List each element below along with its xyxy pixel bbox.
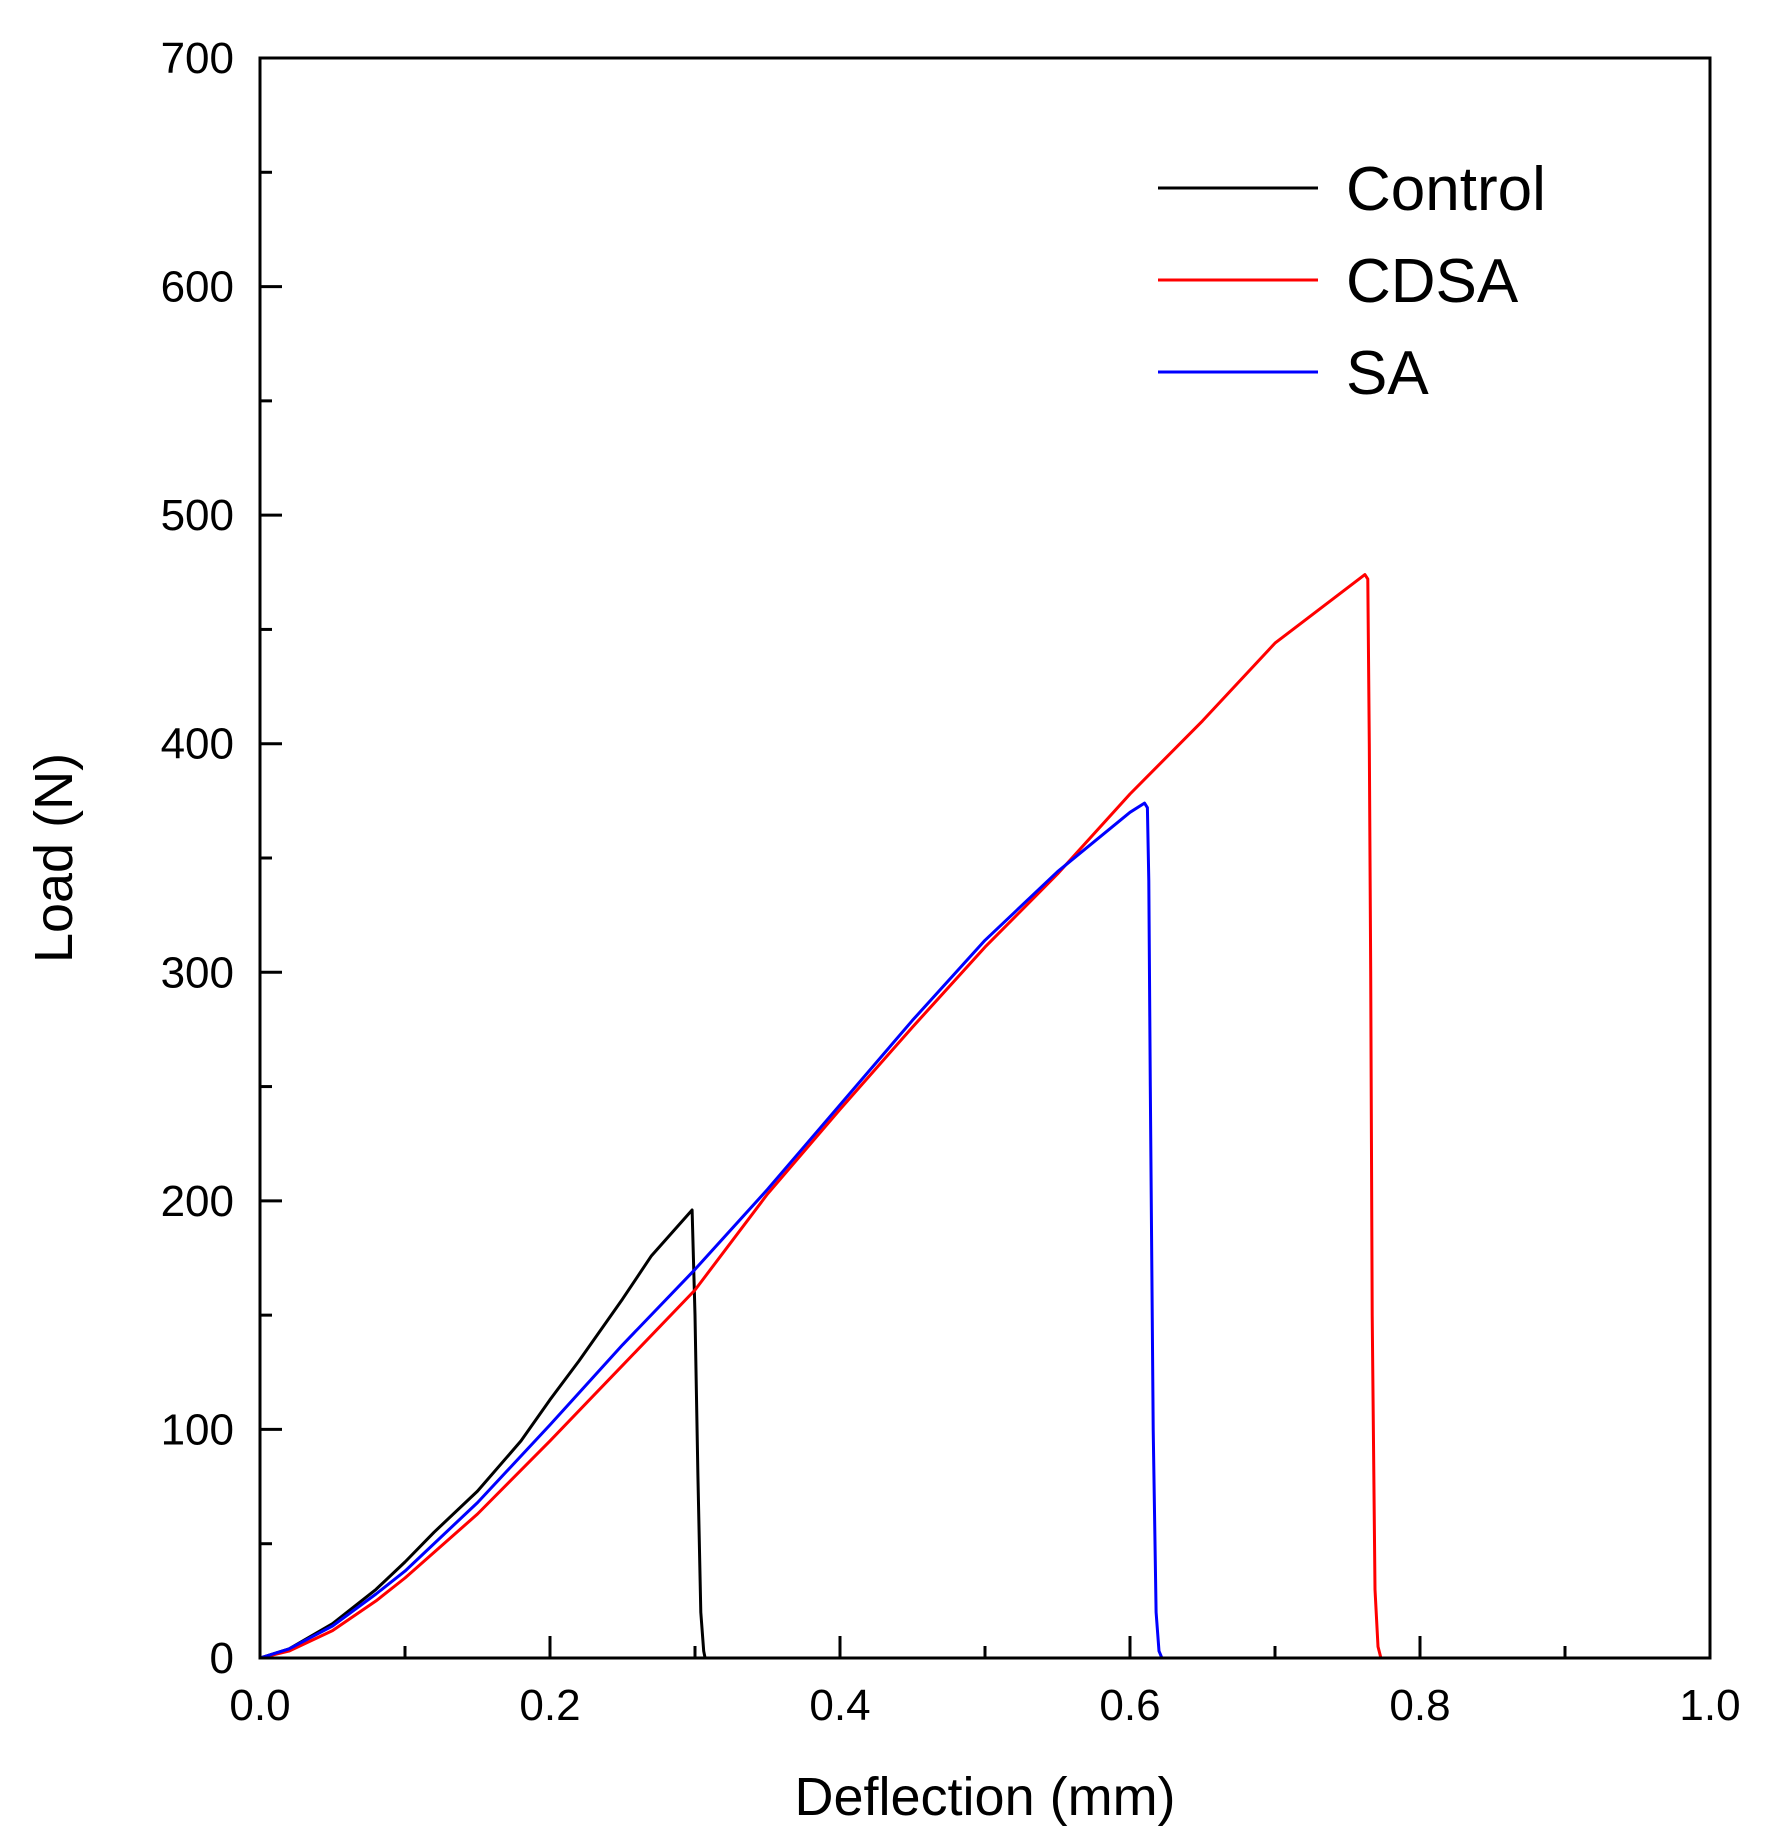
y-tick-label: 700 bbox=[161, 34, 234, 83]
y-tick-label: 300 bbox=[161, 948, 234, 997]
x-tick-label: 0.8 bbox=[1389, 1681, 1450, 1730]
y-axis-label: Load (N) bbox=[24, 753, 84, 963]
y-tick-label: 500 bbox=[161, 491, 234, 540]
legend-label-control: Control bbox=[1346, 155, 1546, 224]
x-tick-label: 0.6 bbox=[1099, 1681, 1160, 1730]
series-line-sa bbox=[259, 801, 1164, 1660]
x-axis-label: Deflection (mm) bbox=[794, 1767, 1175, 1827]
tick-labels-layer: 0.0 0.2 0.4 0.6 0.8 1.0 0 100 200 300 400 500 600 700 bbox=[161, 34, 1741, 1730]
x-tick-label: 0.4 bbox=[809, 1681, 870, 1730]
y-tick-label: 100 bbox=[161, 1405, 234, 1454]
y-tick-label: 600 bbox=[161, 263, 234, 312]
legend: Control CDSA SA bbox=[1158, 155, 1546, 408]
y-tick-label: 400 bbox=[161, 720, 234, 769]
x-tick-label: 1.0 bbox=[1679, 1681, 1740, 1730]
series-line-control bbox=[259, 1208, 707, 1660]
x-tick-label: 0.0 bbox=[229, 1681, 290, 1730]
y-tick-label: 0 bbox=[210, 1634, 234, 1683]
plot-frame bbox=[258, 56, 1712, 1660]
x-tick-label: 0.2 bbox=[519, 1681, 580, 1730]
legend-label-cdsa: CDSA bbox=[1346, 247, 1519, 316]
series-layer bbox=[259, 573, 1383, 1660]
legend-label-sa: SA bbox=[1346, 339, 1429, 408]
series-line-cdsa bbox=[259, 573, 1383, 1660]
y-tick-label: 200 bbox=[161, 1177, 234, 1226]
